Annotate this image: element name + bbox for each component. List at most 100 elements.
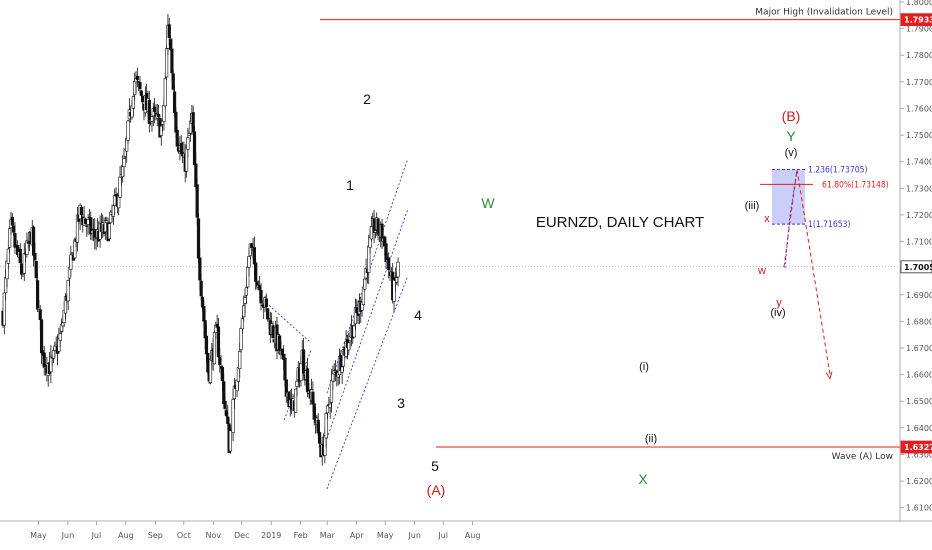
- candle-body: [218, 356, 222, 365]
- projection-arrow-head: [825, 371, 833, 380]
- y-tick-label: 1.78000: [906, 51, 932, 60]
- candle-body: [49, 356, 53, 373]
- candle-body: [163, 78, 167, 107]
- wave-label-5: 5: [431, 458, 439, 474]
- x-tick-label: Mar: [320, 531, 336, 540]
- channel-upper-line: [326, 158, 409, 394]
- candle-body: [195, 184, 199, 218]
- x-tick-label: Nov: [205, 531, 221, 540]
- candle-body: [224, 410, 229, 417]
- candle-body: [13, 233, 17, 248]
- candle-body: [174, 111, 178, 133]
- candle-body: [191, 112, 195, 133]
- candle-body: [94, 238, 98, 240]
- y-tick-label: 1.65000: [906, 397, 932, 406]
- candles-layer: [1, 13, 400, 466]
- candle-body: [196, 218, 201, 259]
- y-tick-label: 1.72000: [906, 211, 932, 220]
- candle-body: [186, 137, 190, 150]
- candle-body: [159, 125, 163, 136]
- price-badge-0: [900, 13, 932, 27]
- wave-a-low-label: Wave (A) Low: [832, 452, 893, 462]
- candle-body: [259, 289, 263, 304]
- candle-body: [168, 39, 173, 50]
- candle-body: [111, 205, 115, 217]
- candle-body: [246, 266, 250, 288]
- candle-body: [187, 133, 191, 136]
- candle-body: [340, 366, 344, 373]
- y-tick-label: 1.75000: [906, 131, 932, 140]
- candle-body: [240, 318, 245, 330]
- candle-body: [395, 277, 399, 283]
- candle-body: [37, 307, 41, 310]
- candle-body: [305, 368, 310, 393]
- candle-body: [325, 405, 330, 414]
- y-tick-label: 1.69000: [906, 291, 932, 300]
- x-tick-label: Aug: [465, 531, 481, 540]
- wave-label-1: 1: [346, 177, 354, 193]
- candle-body: [8, 228, 12, 248]
- candle-body: [254, 262, 258, 282]
- candle-body: [212, 332, 217, 365]
- wave-label-small-w: w: [757, 265, 766, 277]
- candle-body: [184, 147, 189, 172]
- candle-body: [317, 432, 322, 444]
- x-tick-label: Feb: [294, 531, 308, 540]
- candle-body: [164, 48, 169, 78]
- candle-body: [70, 252, 74, 254]
- candle-body: [2, 292, 6, 326]
- candle-body: [66, 280, 70, 302]
- x-tick-label: May: [377, 531, 394, 540]
- candle-body: [172, 91, 177, 114]
- candle-body: [139, 90, 143, 96]
- x-tick-label: Jul: [91, 531, 102, 540]
- candle-body: [18, 249, 22, 264]
- candle-body: [200, 296, 205, 308]
- overlays-layer: 1.236(1.73705) 61.80%(1.73148) 1(1.71653): [760, 166, 889, 380]
- candle-body: [6, 248, 10, 264]
- candle-body: [367, 245, 371, 273]
- y-tick-label: 1.76000: [906, 104, 932, 113]
- wave-label-small-x: x: [764, 213, 770, 225]
- channel-lower-line: [326, 275, 409, 490]
- x-tick-label: Jun: [407, 531, 421, 540]
- x-wave-channel-top: [268, 305, 312, 344]
- candle-body: [79, 206, 84, 215]
- candle-body: [126, 120, 130, 141]
- candle-body: [121, 165, 125, 177]
- candle-body: [204, 335, 209, 355]
- candle-body: [206, 352, 210, 373]
- candle-body: [135, 75, 139, 81]
- y-tick-label: 1.74000: [906, 158, 932, 167]
- candle-body: [347, 342, 351, 351]
- candle-body: [250, 243, 254, 249]
- invalidation-level-label: Major High (Invalidation Level): [755, 8, 893, 18]
- wave-label-ii: (ii): [645, 433, 657, 445]
- candle-body: [133, 80, 137, 96]
- candle-body: [231, 399, 235, 433]
- fib-1-label: 1(1.71653): [808, 220, 850, 230]
- wave-label-x: X: [638, 471, 648, 487]
- y-tick-label: 1.63000: [906, 450, 932, 459]
- wave-label-iii: (iii): [745, 200, 760, 212]
- chart-title: EURNZD, DAILY CHART: [536, 214, 704, 231]
- candle-body: [220, 366, 225, 382]
- candle-body: [239, 328, 243, 350]
- x-tick-label: Apr: [350, 531, 365, 540]
- wave-label-v: (v): [785, 147, 798, 159]
- candle-body: [226, 416, 230, 424]
- wave-label-4: 4: [414, 307, 422, 323]
- candle-body: [51, 350, 56, 359]
- candle-body: [387, 257, 391, 271]
- wave-label-2: 2: [363, 91, 371, 107]
- wave-label-small-y: y: [776, 297, 782, 309]
- candle-body: [271, 325, 275, 338]
- wave-label-y: Y: [786, 128, 796, 144]
- candle-body: [369, 226, 374, 240]
- x-tick-label: May: [30, 531, 47, 540]
- y-tick-label: 1.67000: [906, 344, 932, 353]
- candle-body: [258, 285, 262, 291]
- candle-body: [216, 326, 221, 358]
- candle-body: [267, 318, 271, 320]
